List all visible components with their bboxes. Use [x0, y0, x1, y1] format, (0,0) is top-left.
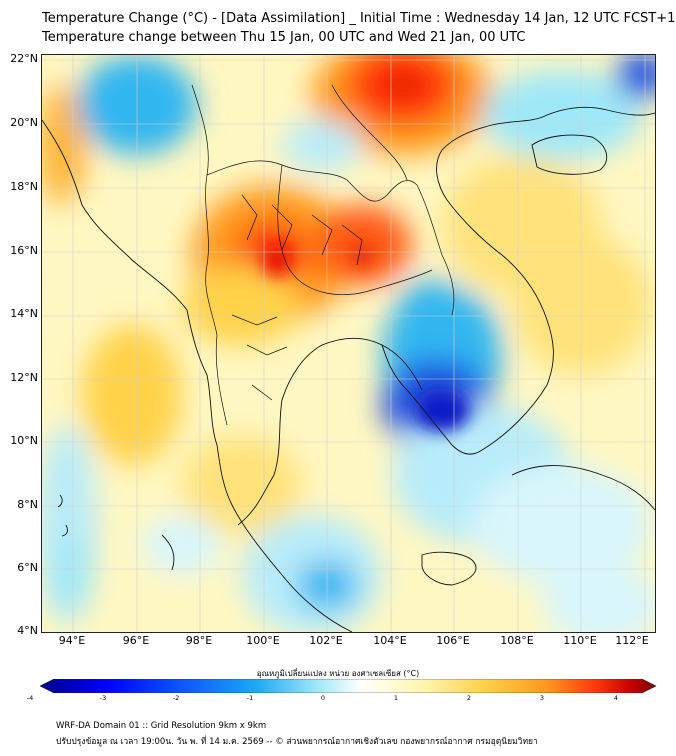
temperature-field: [42, 55, 655, 632]
lon-label: 106°E: [436, 634, 470, 647]
colorbar-tick: -3: [99, 694, 107, 702]
colorbar-title: อุณหภูมิเปลี่ยนแปลง หน่วย องศาเซลเซียส (…: [256, 669, 420, 678]
footer-model-info: WRF-DA Domain 01 :: Grid Resolution 9km …: [56, 721, 267, 731]
lat-label: 14°N: [10, 307, 38, 320]
colorbar-tick: -1: [246, 694, 254, 702]
lat-label: 18°N: [10, 180, 38, 193]
country-borders: [191, 84, 455, 426]
coastlines: [42, 106, 655, 632]
lat-label: 20°N: [10, 116, 38, 129]
lon-label: 94°E: [58, 634, 86, 647]
colorbar-tick: 2: [466, 694, 472, 702]
lon-label: 112°E: [615, 634, 649, 647]
colorbar-tick: 4: [613, 694, 619, 702]
map-panel: [41, 54, 656, 633]
lon-label: 96°E: [122, 634, 150, 647]
lat-label: 12°N: [10, 371, 38, 384]
lat-label: 8°N: [17, 498, 38, 511]
lon-label: 108°E: [500, 634, 534, 647]
colorbar-tick: 3: [539, 694, 545, 702]
temperature-map: [42, 55, 655, 632]
colorbar-tick: 1: [393, 694, 399, 702]
lat-label: 10°N: [10, 434, 38, 447]
map-subtitle: Temperature change between Thu 15 Jan, 0…: [42, 30, 526, 45]
colorbar: [40, 679, 656, 693]
colorbar-tick: 0: [320, 694, 326, 702]
lat-label: 4°N: [17, 624, 38, 637]
lat-label: 22°N: [10, 52, 38, 65]
graticule: [42, 55, 655, 632]
lon-label: 102°E: [309, 634, 343, 647]
map-title: Temperature Change (°C) - [Data Assimila…: [42, 11, 676, 26]
lat-label: 16°N: [10, 244, 38, 257]
lon-label: 110°E: [563, 634, 597, 647]
lon-label: 98°E: [185, 634, 213, 647]
lat-label: 6°N: [17, 561, 38, 574]
colorbar-tick: -2: [172, 694, 180, 702]
footer-credit: ปรับปรุงข้อมูล ณ เวลา 19:00น. วัน พ. ที่…: [56, 737, 538, 747]
lon-label: 104°E: [373, 634, 407, 647]
colorbar-tick: -4: [26, 694, 34, 702]
lon-label: 100°E: [246, 634, 280, 647]
